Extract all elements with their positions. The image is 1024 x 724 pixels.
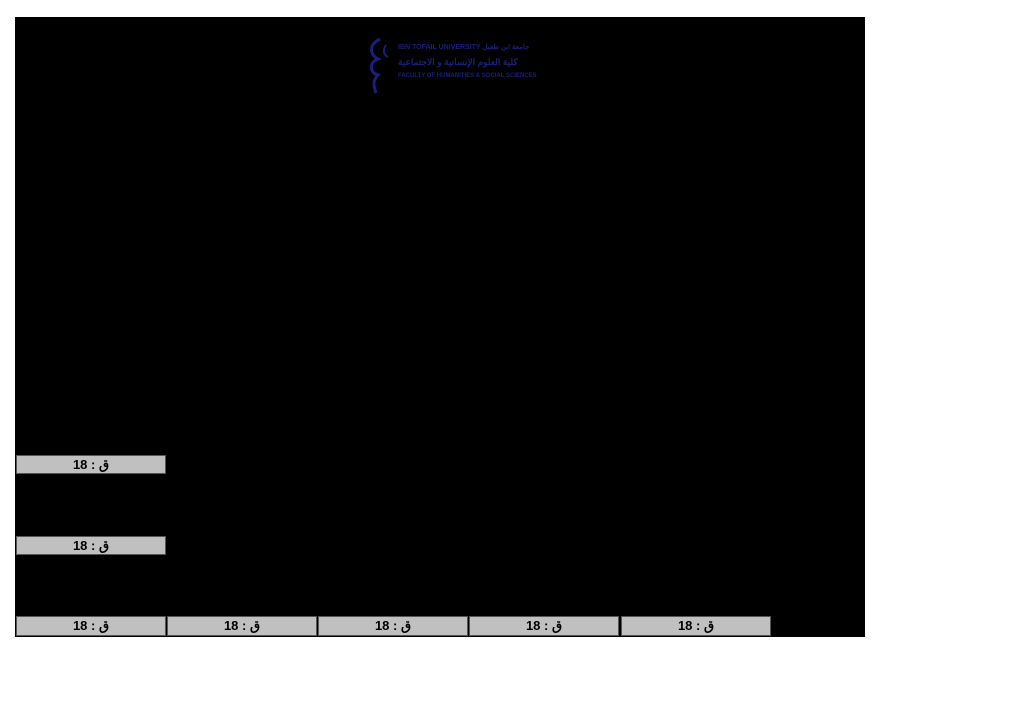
- grade-cell: ق : 18: [318, 616, 468, 636]
- logo-line-1: IBN TOFAIL UNIVERSITY جامعة ابن طفيل: [398, 44, 530, 51]
- grade-cell: ق : 18: [16, 455, 166, 474]
- logo-emblem-icon: [369, 37, 389, 94]
- document-page: IBN TOFAIL UNIVERSITY جامعة ابن طفيل كلي…: [15, 17, 865, 637]
- logo-line-2: كلية العلوم الإنسانية و الاجتماعية: [398, 57, 518, 67]
- grade-cell: ق : 18: [469, 616, 619, 636]
- grade-cell: ق : 18: [167, 616, 317, 636]
- grade-cell: ق : 18: [16, 616, 166, 636]
- grade-cell: ق : 18: [16, 536, 166, 555]
- logo-line-3: FACULTY OF HUMANITIES & SOCIAL SCIENCES: [398, 73, 537, 79]
- grade-cell: ق : 18: [621, 616, 771, 636]
- university-logo: IBN TOFAIL UNIVERSITY جامعة ابن طفيل كلي…: [360, 35, 560, 95]
